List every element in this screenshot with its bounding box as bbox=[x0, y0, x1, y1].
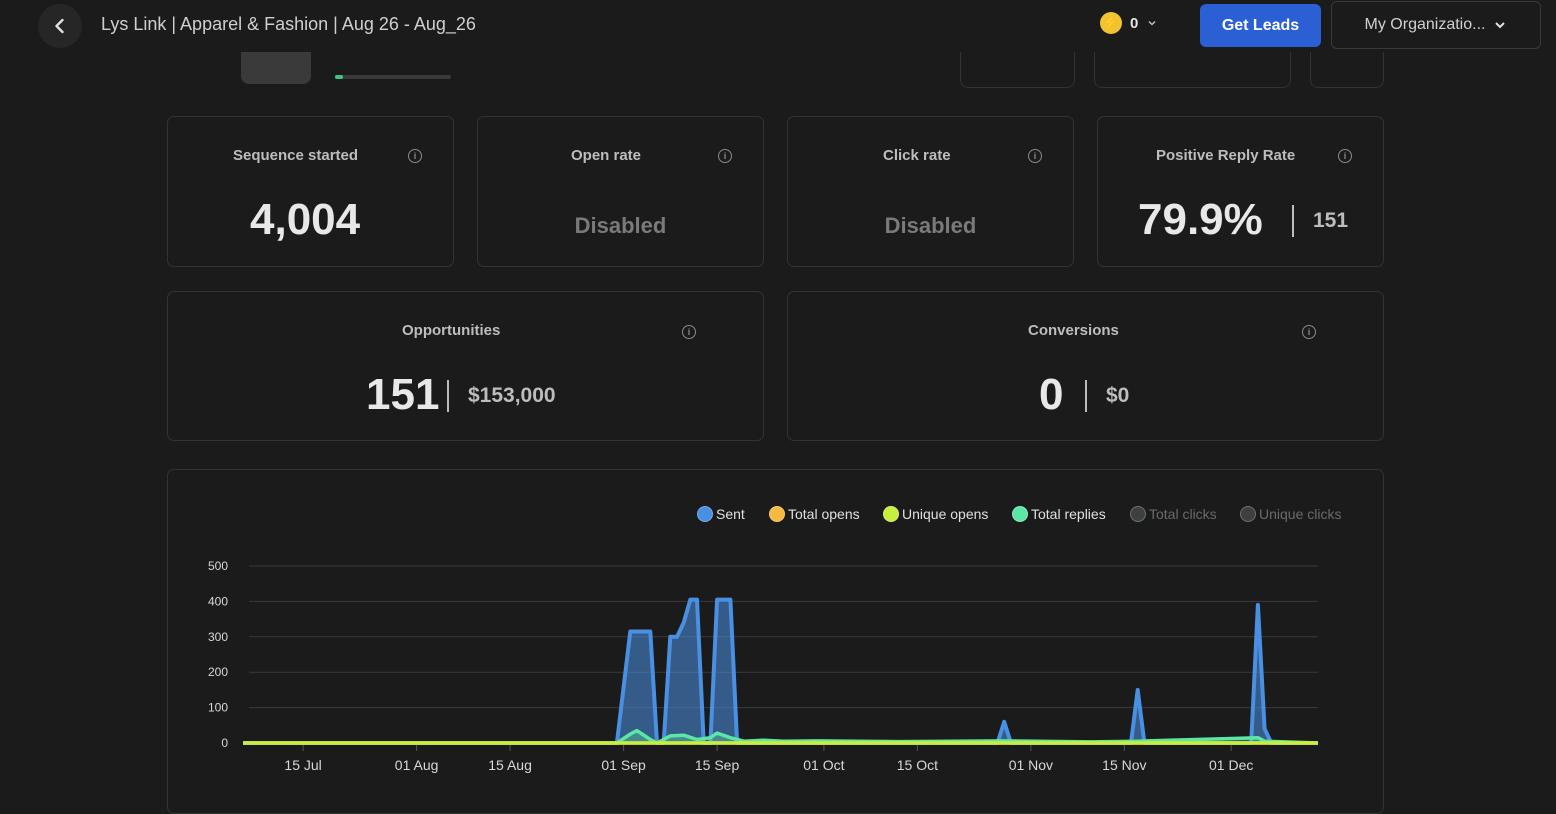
metric-amount: $153,000 bbox=[468, 384, 556, 407]
status-toggle[interactable] bbox=[241, 52, 311, 84]
organization-selector[interactable]: My Organizatio... bbox=[1331, 1, 1541, 49]
legend-total-opens[interactable]: Total opens bbox=[769, 506, 860, 522]
legend-unique-clicks[interactable]: Unique clicks bbox=[1240, 506, 1341, 522]
opportunities-card: Opportunities i 151 $153,000 bbox=[167, 291, 764, 441]
divider bbox=[1085, 380, 1087, 412]
metric-value: 4,004 bbox=[250, 195, 361, 244]
date-range-select[interactable] bbox=[1094, 52, 1291, 88]
card-label: Opportunities bbox=[402, 322, 501, 339]
credits-count: 0 bbox=[1130, 14, 1139, 32]
sequence-started-card: Sequence started i 4,004 bbox=[167, 116, 454, 267]
card-label: Click rate bbox=[883, 147, 951, 164]
download-button[interactable] bbox=[1310, 52, 1384, 88]
organization-name: My Organizatio... bbox=[1364, 16, 1486, 33]
click-rate-card: Click rate i Disabled bbox=[787, 116, 1074, 267]
info-icon[interactable]: i bbox=[1302, 325, 1316, 339]
card-label: Open rate bbox=[571, 147, 642, 164]
legend-label: Sent bbox=[716, 506, 745, 522]
metric-amount: $0 bbox=[1106, 384, 1130, 407]
metric-count: 151 bbox=[1313, 209, 1349, 232]
info-icon[interactable]: i bbox=[1338, 149, 1352, 163]
share-button[interactable] bbox=[960, 52, 1075, 88]
legend-dot bbox=[769, 506, 785, 522]
status-progress-bar bbox=[335, 75, 451, 79]
card-label: Sequence started bbox=[233, 147, 359, 164]
page-title: Lys Link | Apparel & Fashion | Aug 26 - … bbox=[101, 14, 476, 34]
info-icon[interactable]: i bbox=[718, 149, 732, 163]
legend-sent[interactable]: Sent bbox=[697, 506, 745, 522]
credits-dropdown[interactable]: ⚡ 0 bbox=[1100, 12, 1158, 34]
lightning-coin-icon: ⚡ bbox=[1100, 12, 1122, 34]
chevron-left-icon bbox=[55, 18, 64, 34]
top-bar: Lys Link | Apparel & Fashion | Aug 26 - … bbox=[0, 0, 1556, 52]
chevron-down-icon bbox=[1148, 20, 1156, 26]
card-label: Positive Reply Rate bbox=[1156, 147, 1296, 164]
metric-value: 151 bbox=[366, 370, 440, 419]
back-button[interactable] bbox=[38, 4, 82, 48]
legend-label: Total replies bbox=[1031, 506, 1106, 522]
legend-label: Unique opens bbox=[902, 506, 989, 522]
legend-dot bbox=[883, 506, 899, 522]
legend-total-clicks[interactable]: Total clicks bbox=[1130, 506, 1217, 522]
legend-label: Unique clicks bbox=[1259, 506, 1342, 522]
metric-value: Disabled bbox=[574, 213, 667, 238]
get-leads-button[interactable]: Get Leads bbox=[1200, 4, 1321, 47]
positive-reply-rate-card: Positive Reply Rate i 79.9% 151 bbox=[1097, 116, 1384, 267]
info-icon[interactable]: i bbox=[682, 325, 696, 339]
card-label: Conversions bbox=[1028, 322, 1119, 339]
conversions-card: Conversions i 0 $0 bbox=[787, 291, 1384, 441]
legend-label: Total clicks bbox=[1149, 506, 1217, 522]
metric-value: 0 bbox=[1039, 370, 1064, 419]
legend-dot bbox=[1130, 506, 1146, 522]
legend-dot bbox=[1012, 506, 1028, 522]
info-icon[interactable]: i bbox=[1028, 149, 1042, 163]
legend-total-replies[interactable]: Total replies bbox=[1012, 506, 1106, 522]
divider bbox=[1292, 205, 1294, 237]
status-progress-fill bbox=[335, 75, 344, 79]
divider bbox=[447, 380, 449, 412]
legend-label: Total opens bbox=[788, 506, 860, 522]
legend-unique-opens[interactable]: Unique opens bbox=[883, 506, 988, 522]
info-icon[interactable]: i bbox=[408, 149, 422, 163]
legend-dot bbox=[697, 506, 713, 522]
legend-dot bbox=[1240, 506, 1256, 522]
chevron-down-icon bbox=[1495, 22, 1506, 29]
metric-value: 79.9% bbox=[1138, 195, 1263, 244]
open-rate-card: Open rate i Disabled bbox=[477, 116, 764, 267]
metric-value: Disabled bbox=[884, 213, 977, 238]
